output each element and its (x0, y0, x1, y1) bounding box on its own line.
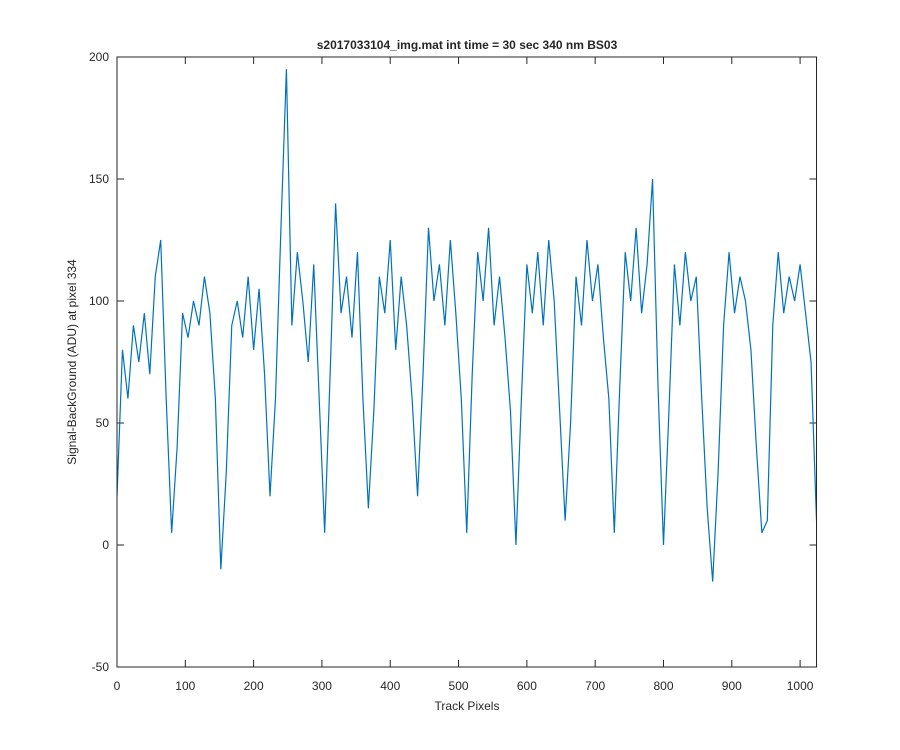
x-tick-label: 600 (517, 679, 537, 693)
x-tick-label: 0 (114, 679, 121, 693)
y-tick-label: 200 (89, 50, 109, 64)
plot-frame (116, 56, 817, 668)
x-tick-label: 900 (722, 679, 742, 693)
y-tick-label: -50 (92, 660, 110, 674)
y-tick-label: 100 (89, 294, 109, 308)
x-tick-label: 300 (312, 679, 332, 693)
y-axis-label: Signal-BackGround (ADU) at pixel 334 (65, 259, 79, 465)
y-tick-label: 0 (102, 538, 109, 552)
x-tick-label: 500 (449, 679, 469, 693)
x-tick-label: 1000 (787, 679, 814, 693)
x-tick-label: 400 (380, 679, 400, 693)
data-line (116, 69, 818, 582)
x-tick-label: 200 (244, 679, 264, 693)
y-tick-label: 150 (89, 172, 109, 186)
x-tick-label: 700 (585, 679, 605, 693)
x-axis-label: Track Pixels (435, 699, 500, 713)
chart-title: s2017033104_img.mat int time = 30 sec 34… (317, 38, 618, 52)
y-tick-label: 50 (96, 416, 110, 430)
x-tick-label: 100 (175, 679, 195, 693)
x-tick-label: 800 (653, 679, 673, 693)
